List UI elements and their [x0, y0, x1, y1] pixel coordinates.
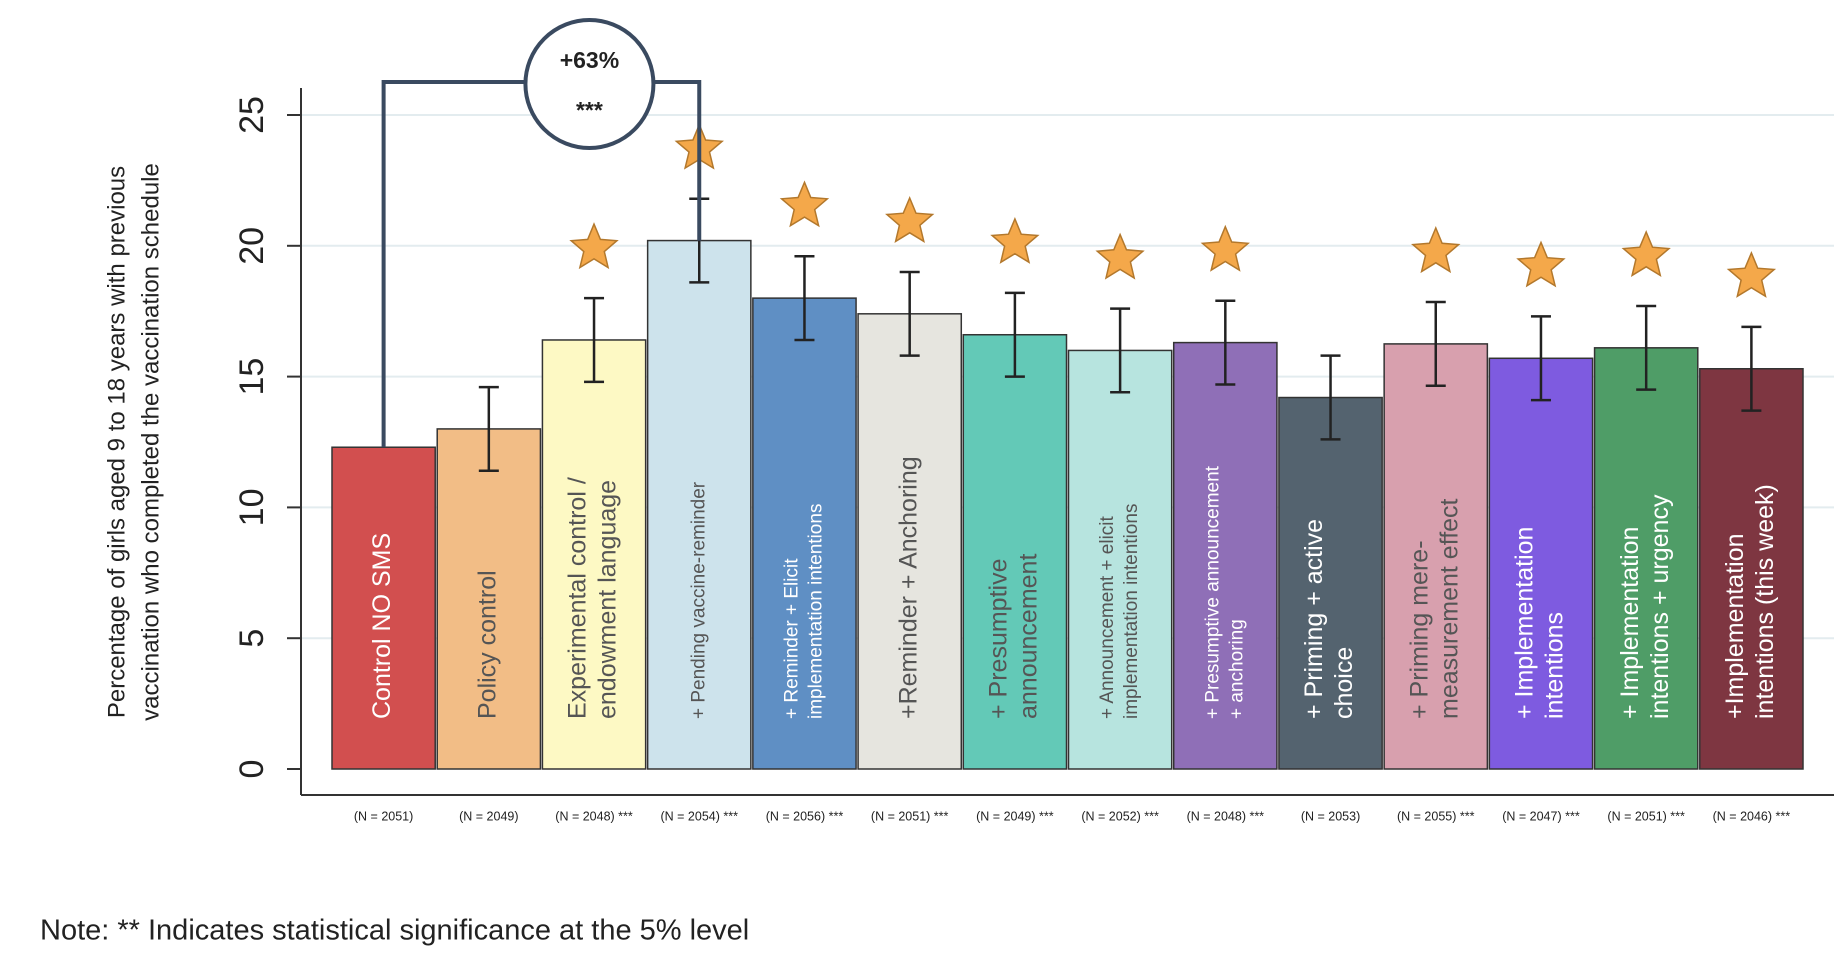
- bar: [752, 297, 857, 770]
- n-label: (N = 2049): [459, 809, 518, 823]
- bar-label: +Implementation: [1721, 533, 1749, 719]
- bar-label: + Priming + active: [1300, 519, 1328, 719]
- n-label: (N = 2048) ***: [555, 809, 633, 823]
- note: Note: ** Indicates statistical significa…: [40, 915, 749, 947]
- error-bar: [1320, 354, 1341, 441]
- significance-star: [1621, 230, 1671, 277]
- y-tick-label: 15: [233, 358, 271, 396]
- bar-label: + anchoring: [1226, 619, 1247, 719]
- error-bar: [1110, 307, 1131, 394]
- bar-label: Experimental control /: [564, 477, 592, 719]
- bar-label: +Reminder + Anchoring: [894, 456, 922, 719]
- bar-label: + Implementation: [1616, 527, 1644, 719]
- y-axis-label: Percentage of girls aged 9 to 18 years w…: [103, 166, 130, 718]
- bar-label: + Announcement + elicit: [1097, 515, 1118, 719]
- n-label: (N = 2051): [354, 809, 413, 823]
- bar-label: intentions + urgency: [1646, 494, 1674, 719]
- significance-star: [779, 180, 830, 228]
- error-bar: [584, 296, 605, 384]
- annotation-text: +63%: [560, 47, 619, 73]
- bar-label: announcement: [1015, 554, 1043, 719]
- significance-star: [1200, 224, 1250, 272]
- y-tick-label: 20: [233, 227, 271, 265]
- bar: [436, 428, 542, 770]
- y-tick-label: 0: [233, 760, 271, 779]
- bar-label: + Implementation: [1511, 527, 1539, 719]
- bar: [541, 339, 647, 770]
- bar-label: intentions: [1541, 612, 1569, 719]
- bar-label: implementation intentions: [1121, 504, 1142, 719]
- error-bar: [794, 255, 815, 342]
- significance-star: [569, 222, 619, 270]
- n-label: (N = 2055) ***: [1397, 809, 1475, 823]
- n-label: (N = 2051) ***: [871, 809, 949, 823]
- y-tick-label: 25: [233, 96, 271, 134]
- n-label: (N = 2047) ***: [1502, 809, 1580, 823]
- n-label: (N = 2053): [1301, 809, 1360, 823]
- n-label: (N = 2049) ***: [976, 809, 1054, 823]
- n-label: (N = 2051) ***: [1607, 809, 1685, 823]
- bar: [646, 239, 752, 770]
- bar-label: implementation intentions: [805, 504, 826, 719]
- n-label: (N = 2048) ***: [1187, 809, 1265, 823]
- error-bar: [1636, 304, 1657, 391]
- error-bar: [1741, 325, 1762, 412]
- n-label: (N = 2052) ***: [1081, 809, 1159, 823]
- bar-label: + Pending vaccine-reminder: [688, 481, 709, 719]
- error-bar: [478, 385, 499, 473]
- error-bar: [1215, 299, 1236, 386]
- error-bar: [1530, 315, 1551, 402]
- bar: [1593, 347, 1699, 770]
- significance-star: [990, 216, 1040, 264]
- annotation-stars: ***: [576, 97, 603, 123]
- bar-label: endowment language: [594, 480, 622, 719]
- significance-star: [1516, 240, 1566, 288]
- bar: [1067, 349, 1173, 770]
- bar-label: Policy control: [473, 570, 501, 719]
- bar: [857, 313, 963, 770]
- bar: [1383, 343, 1489, 770]
- bar-label: + Presumptive announcement: [1202, 465, 1223, 719]
- y-axis-label: vaccination who completed the vaccinatio…: [137, 163, 164, 721]
- error-bar: [1425, 300, 1446, 388]
- bar-label: intentions (this week): [1751, 484, 1779, 719]
- bar: [331, 446, 436, 770]
- bar-label: + Presumptive: [985, 559, 1013, 719]
- n-label: (N = 2056) ***: [766, 809, 844, 823]
- bar: [962, 333, 1068, 770]
- bar: [1278, 396, 1383, 770]
- error-bar: [899, 270, 920, 357]
- bar-label: Control NO SMS: [368, 533, 396, 719]
- significance-star: [1726, 250, 1777, 298]
- n-label: (N = 2046) ***: [1713, 809, 1791, 823]
- bar-label: + Priming mere-: [1405, 540, 1433, 719]
- significance-star: [1095, 232, 1145, 280]
- annotation-circle: [523, 18, 656, 150]
- y-tick-label: 10: [233, 488, 271, 526]
- bar-label: choice: [1330, 647, 1358, 719]
- significance-star: [885, 196, 935, 243]
- bar: [1172, 341, 1278, 770]
- y-tick-label: 5: [233, 629, 271, 648]
- bar: [1699, 368, 1804, 770]
- significance-star: [1411, 226, 1461, 274]
- error-bar: [1004, 291, 1025, 378]
- bar-label: + Reminder + Elicit: [781, 558, 802, 719]
- bar-label: measurement effect: [1435, 498, 1463, 719]
- n-label: (N = 2054) ***: [661, 809, 739, 823]
